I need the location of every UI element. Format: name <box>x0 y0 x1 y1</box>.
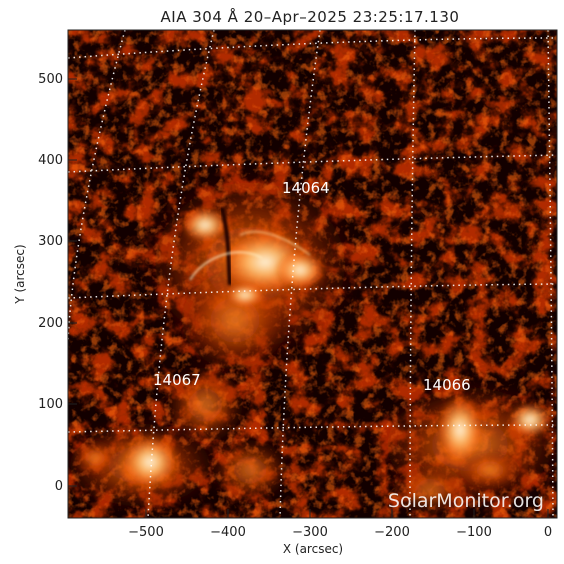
solar-image-area: 14064 14067 14066 SolarMonitor.org <box>68 30 557 518</box>
x-tick-label: −300 <box>292 525 328 540</box>
x-tick-label: −100 <box>456 525 492 540</box>
y-tick-label: 300 <box>38 234 63 249</box>
solarmonitor-watermark: SolarMonitor.org <box>388 490 544 512</box>
coordinate-grid <box>68 30 557 518</box>
image-title: AIA 304 Å 20–Apr–2025 23:25:17.130 <box>161 7 460 26</box>
y-tick-label: 500 <box>38 72 63 87</box>
region-label-14067: 14067 <box>153 371 201 389</box>
active-region-14064-emission <box>140 170 360 375</box>
y-tick-label: 0 <box>55 479 63 494</box>
x-tick-label: −500 <box>128 525 164 540</box>
y-axis-title: Y (arcsec) <box>13 244 27 304</box>
x-tick-label: 0 <box>544 525 552 540</box>
region-label-14066: 14066 <box>423 376 471 394</box>
y-tick-label: 100 <box>38 397 63 412</box>
x-axis-title: X (arcsec) <box>283 542 343 556</box>
y-axis <box>68 78 77 487</box>
y-tick-label: 200 <box>38 316 63 331</box>
active-region-14066-emission <box>375 380 557 512</box>
plot-frame <box>67 29 558 519</box>
x-tick-label: −200 <box>374 525 410 540</box>
x-tick-label: −400 <box>210 525 246 540</box>
x-axis <box>145 509 549 518</box>
y-tick-label: 400 <box>38 153 63 168</box>
active-region-14067-emission <box>68 365 290 510</box>
region-label-14064: 14064 <box>282 179 330 197</box>
